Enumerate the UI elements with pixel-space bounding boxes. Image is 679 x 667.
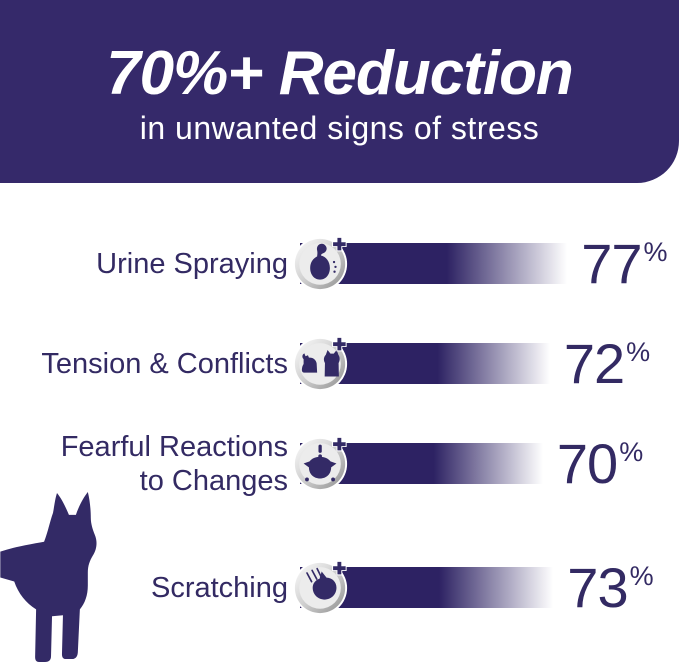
row-label: Tension & Conflicts: [0, 319, 288, 409]
page-subtitle: in unwanted signs of stress: [139, 109, 540, 146]
row-label-line1: Urine Spraying: [96, 248, 288, 280]
percent-sign: %: [619, 437, 644, 467]
row-label: Urine Spraying: [0, 219, 288, 309]
page-title: 70%+ Reduction: [106, 39, 574, 109]
cat-silhouette: [0, 491, 97, 663]
value-number: 77: [581, 232, 642, 295]
value-label: 77 %: [581, 232, 667, 295]
row-label: Fearful Reactions to Changes: [0, 419, 288, 509]
value-number: 73: [567, 556, 628, 619]
percent-sign: %: [629, 561, 654, 591]
value-number: 70: [556, 432, 618, 495]
value-label: 73 %: [567, 556, 653, 619]
percent-sign: %: [643, 237, 668, 267]
row-label-line1: Scratching: [150, 572, 288, 604]
fearful-cat-icon: [292, 436, 348, 492]
cat-urine-spraying-icon: [292, 236, 348, 292]
chart-row-scratching: Scratching 73 %: [0, 543, 679, 633]
row-label-line2: to Changes: [139, 465, 288, 497]
cats-conflict-icon: [292, 336, 348, 392]
chart-row-fearful-reactions: Fearful Reactions to Changes 70 %: [0, 419, 679, 509]
header-banner: 70%+ Reduction in unwanted signs of stre…: [0, 0, 679, 183]
row-label-line1: Fearful Reactions: [60, 431, 288, 463]
percent-sign: %: [626, 337, 651, 367]
cat-scratching-icon: [292, 560, 348, 616]
chart-row-tension-conflicts: Tension & Conflicts 72 %: [0, 319, 679, 409]
value-number: 72: [563, 332, 625, 395]
row-label-line1: Tension & Conflicts: [41, 348, 288, 380]
value-label: 70 %: [556, 432, 643, 495]
chart-row-urine-spraying: Urine Spraying 77 %: [0, 219, 679, 309]
row-label: Scratching: [0, 543, 288, 633]
value-label: 72 %: [563, 332, 650, 395]
